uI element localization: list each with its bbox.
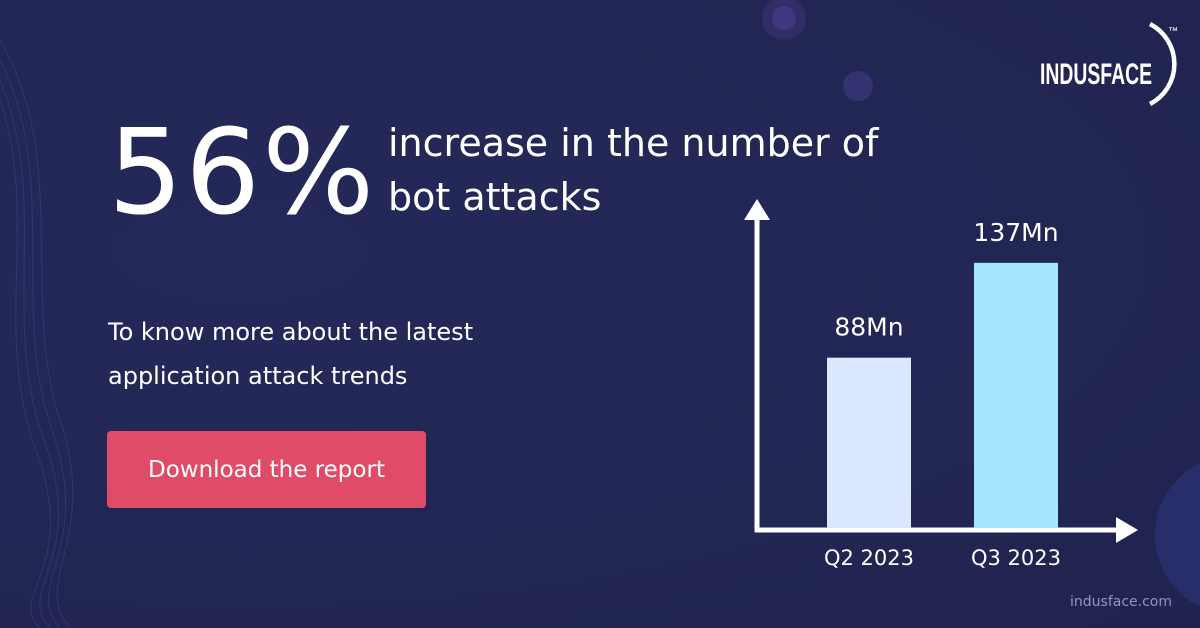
- subtext: To know more about the latest applicatio…: [108, 318, 474, 390]
- bar-value-label: 88Mn: [834, 313, 903, 342]
- download-report-button[interactable]: Download the report: [107, 431, 426, 508]
- headline-percent: 56%: [108, 103, 377, 241]
- x-tick-label: Q2 2023: [824, 546, 914, 570]
- chart-axes: [744, 199, 1138, 543]
- logo-trademark: ™: [1168, 26, 1178, 37]
- bars-group: 88Mn Q2 2023 137Mn Q3 2023: [824, 218, 1061, 570]
- bar-value-label: 137Mn: [973, 218, 1058, 247]
- bar-q2-2023: [827, 357, 911, 528]
- headline-description: increase in the number of bot attacks: [388, 121, 879, 219]
- x-axis-arrow-icon: [1116, 517, 1138, 543]
- bar-q3-2023: [974, 262, 1058, 528]
- x-tick-label: Q3 2023: [971, 546, 1061, 570]
- logo-arc-icon: [1148, 22, 1177, 106]
- y-axis-arrow-icon: [744, 199, 770, 220]
- indusface-logo[interactable]: INDUSFACE ™: [1000, 0, 1200, 130]
- logo-wordmark: INDUSFACE: [1040, 58, 1152, 91]
- footer-url[interactable]: indusface.com: [1070, 594, 1172, 610]
